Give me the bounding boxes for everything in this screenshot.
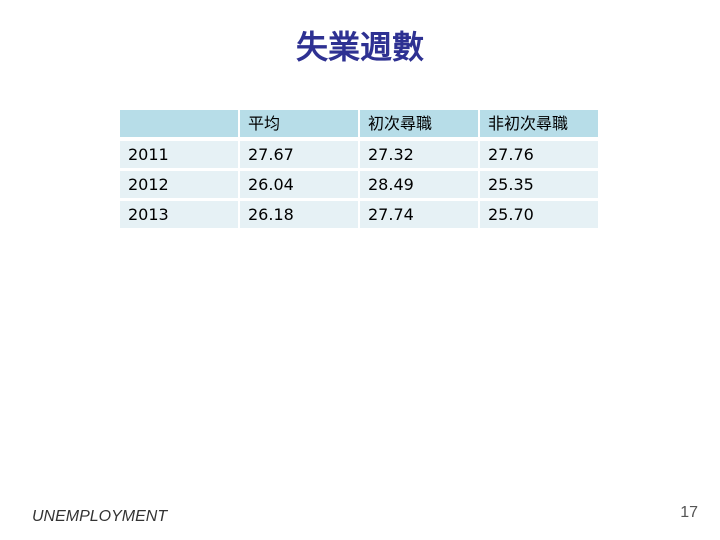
header-cell: 初次尋職: [360, 110, 478, 137]
row-label: 2011: [120, 141, 238, 168]
table-cell: 25.35: [480, 171, 598, 198]
footer-label: UNEMPLOYMENT: [32, 508, 168, 525]
header-cell: [120, 110, 238, 137]
table-cell: 25.70: [480, 201, 598, 228]
table-cell: 26.18: [240, 201, 358, 228]
row-label: 2012: [120, 171, 238, 198]
page-number: 17: [680, 504, 698, 521]
table-cell: 27.76: [480, 141, 598, 168]
row-label: 2013: [120, 201, 238, 228]
slide-title: 失業週數: [295, 28, 424, 66]
header-cell: 平均: [240, 110, 358, 137]
table-cell: 27.32: [360, 141, 478, 168]
table-cell: 27.74: [360, 201, 478, 228]
table-cell: 26.04: [240, 171, 358, 198]
table-cell: 27.67: [240, 141, 358, 168]
table-cell: 28.49: [360, 171, 478, 198]
header-cell: 非初次尋職: [480, 110, 598, 137]
